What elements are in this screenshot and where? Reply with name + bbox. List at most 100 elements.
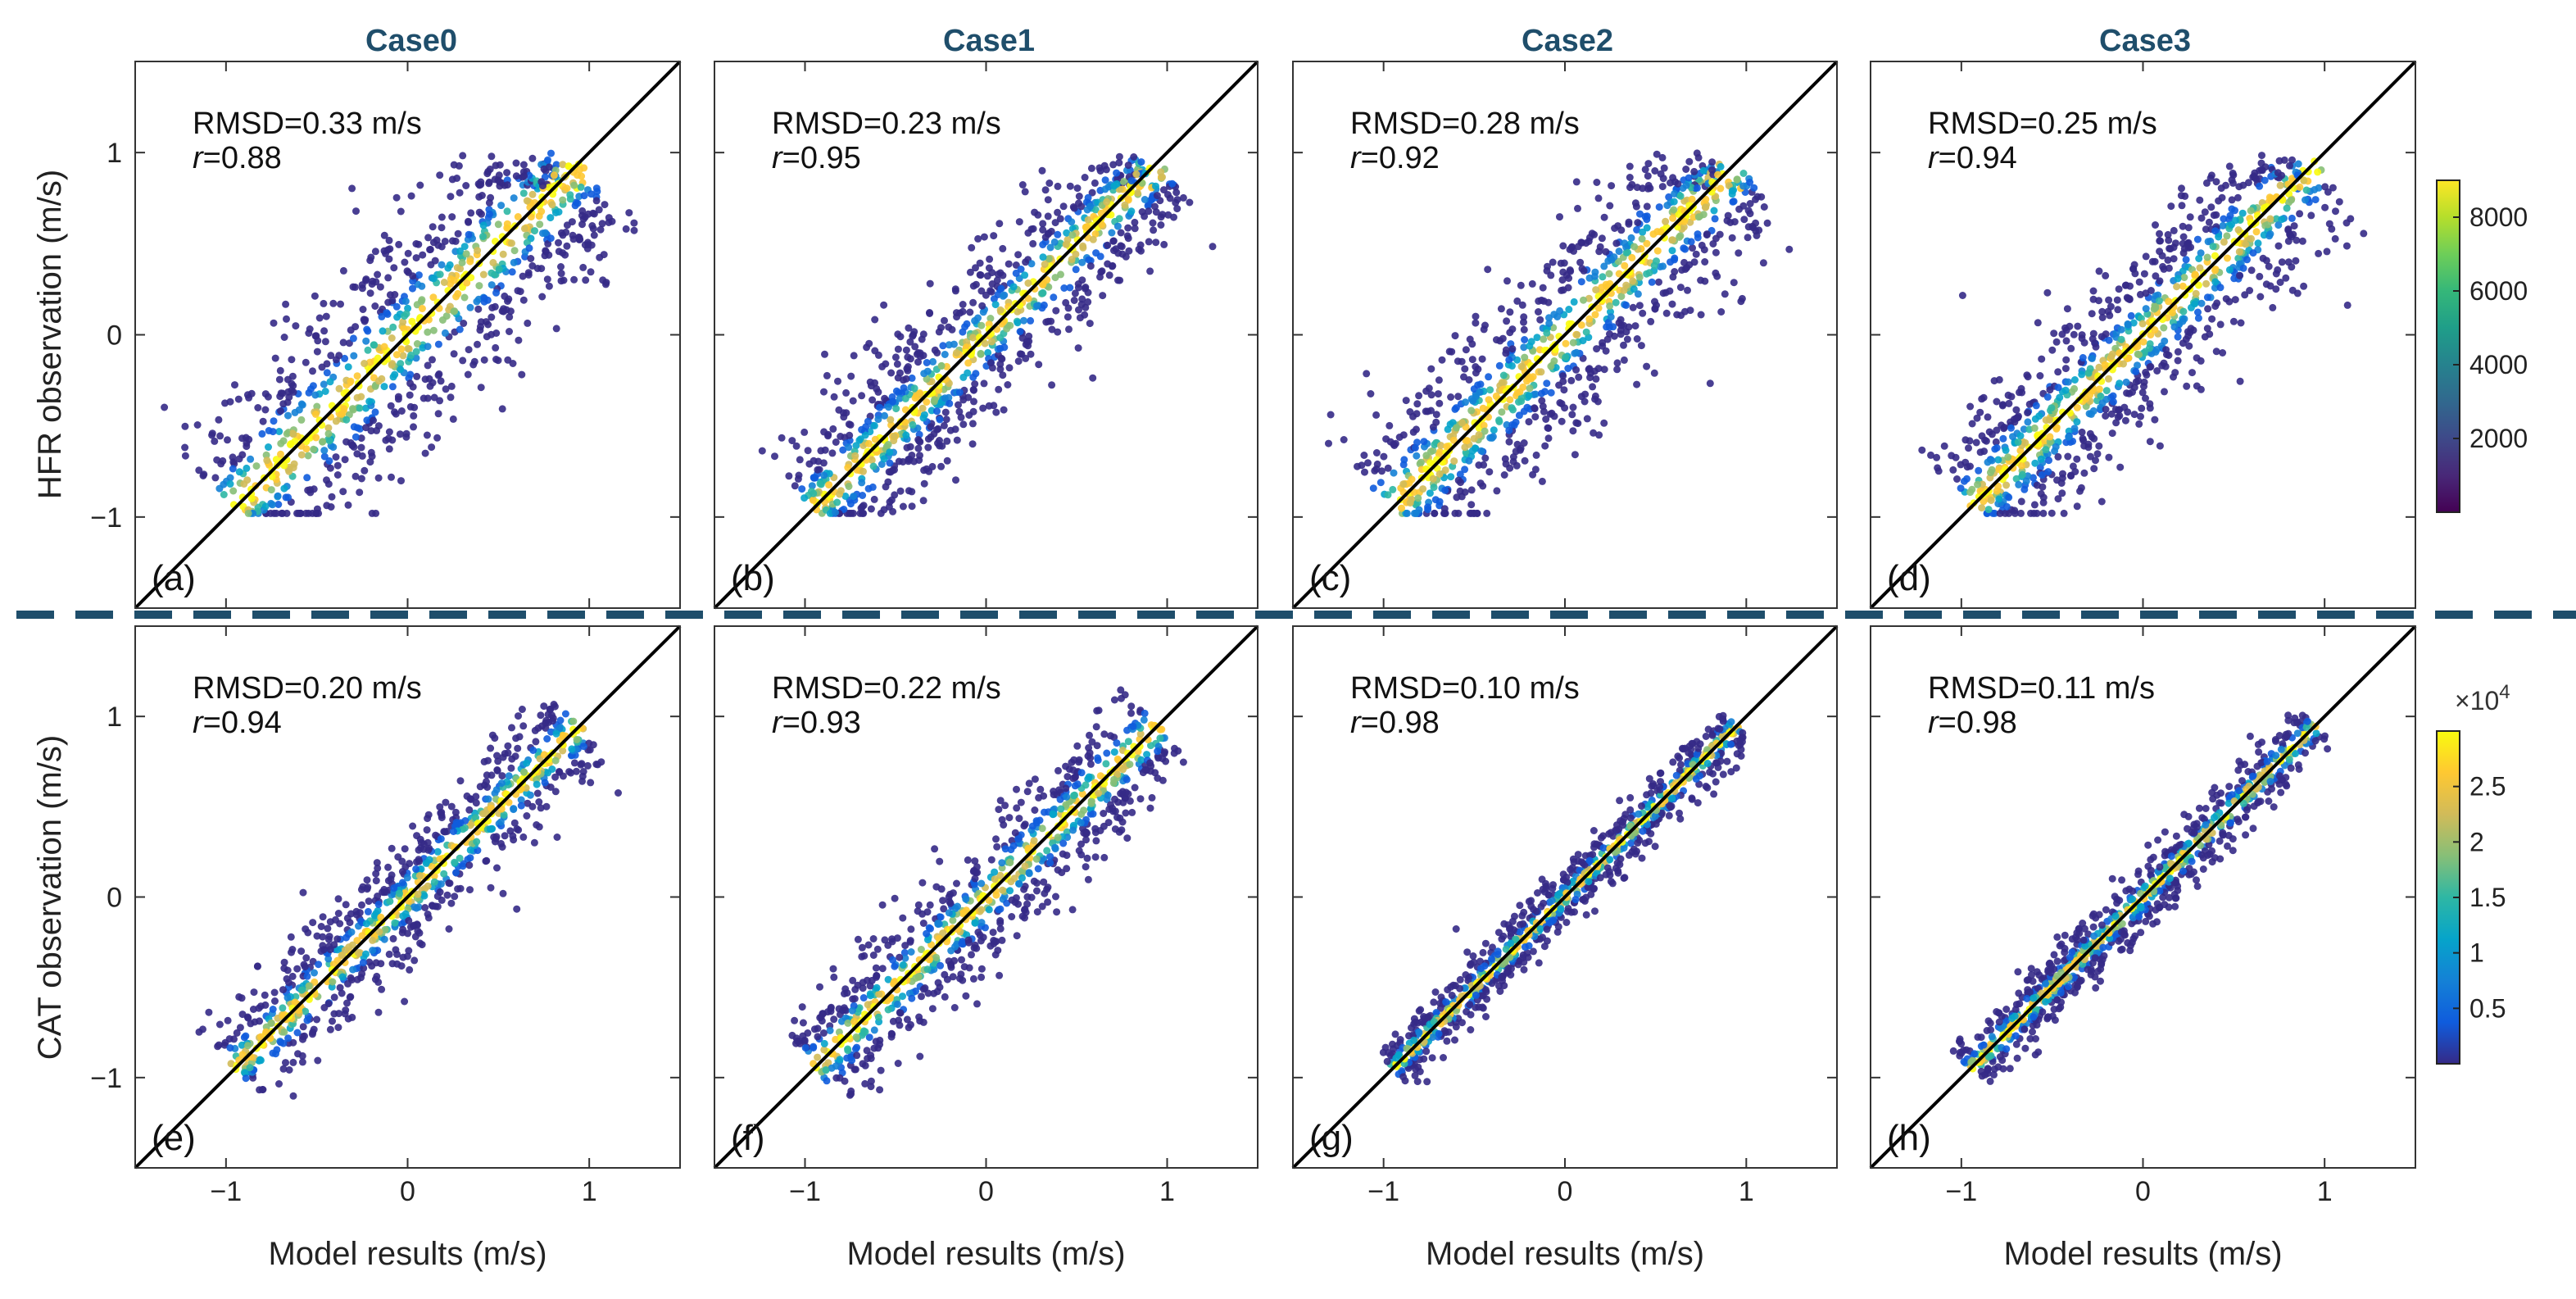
- scatter-point: [1600, 419, 1608, 427]
- scatter-point: [435, 370, 443, 378]
- scatter-point: [842, 409, 850, 417]
- scatter-point: [2343, 301, 2352, 309]
- scatter-point: [900, 376, 907, 384]
- scatter-point: [1103, 198, 1111, 206]
- scatter-point: [236, 1024, 244, 1032]
- scatter-point: [258, 429, 266, 438]
- scatter-point: [339, 488, 347, 496]
- scatter-point: [2136, 290, 2144, 298]
- scatter-point: [500, 305, 508, 313]
- scatter-point: [1730, 218, 1739, 226]
- scatter-point: [488, 313, 496, 321]
- scatter-point: [945, 341, 953, 349]
- scatter-point: [573, 735, 581, 743]
- scatter-point: [2002, 481, 2011, 489]
- scatter-point: [861, 431, 869, 439]
- scatter-point: [362, 424, 370, 432]
- scatter-point: [2088, 354, 2096, 362]
- scatter-point: [1340, 436, 1348, 443]
- scatter-point: [2252, 228, 2261, 236]
- scatter-point: [2196, 196, 2204, 204]
- scatter-point: [933, 425, 941, 434]
- scatter-point: [1104, 260, 1112, 268]
- scatter-point: [2098, 497, 2106, 506]
- scatter-point: [390, 884, 398, 892]
- scatter-point: [1948, 452, 1956, 460]
- scatter-point: [2335, 198, 2343, 206]
- scatter-point: [456, 854, 464, 862]
- scatter-point: [2120, 360, 2127, 368]
- scatter-point: [413, 301, 421, 309]
- scatter-point: [900, 948, 909, 956]
- scatter-point: [2086, 452, 2094, 461]
- scatter-point: [630, 219, 638, 227]
- scatter-point: [995, 220, 1004, 228]
- scatter-point: [1684, 286, 1691, 294]
- scatter-point: [250, 988, 258, 997]
- scatter-point: [946, 426, 955, 434]
- scatter-point: [1145, 207, 1153, 216]
- scatter-point: [2219, 349, 2227, 357]
- scatter-point: [1137, 247, 1145, 255]
- scatter-point: [570, 759, 578, 767]
- scatter-point: [589, 225, 597, 233]
- scatter-point: [1785, 245, 1794, 253]
- scatter-point: [1469, 397, 1477, 405]
- scatter-point: [398, 920, 406, 928]
- scatter-point: [2300, 282, 2308, 290]
- scatter-point: [1547, 362, 1555, 370]
- scatter-point: [388, 871, 396, 879]
- scatter-point: [391, 291, 399, 298]
- scatter-point: [1043, 275, 1051, 284]
- scatter-point: [482, 318, 490, 326]
- scatter-point: [375, 377, 383, 385]
- panel-d: RMSD=0.25 m/sr=0.94(d): [1869, 60, 2417, 610]
- scatter-point: [438, 243, 446, 251]
- scatter-point: [937, 361, 946, 370]
- scatter-point: [2117, 325, 2125, 334]
- scatter-point: [1068, 218, 1076, 226]
- scatter-point: [2038, 471, 2046, 479]
- r-annotation: r=0.88: [193, 141, 282, 175]
- scatter-point: [1409, 412, 1417, 420]
- scatter-point: [2315, 184, 2323, 192]
- scatter-point: [771, 452, 778, 461]
- scatter-point: [2332, 207, 2339, 216]
- scatter-point: [283, 315, 290, 323]
- scatter-point: [277, 439, 285, 447]
- scatter-point: [270, 988, 279, 997]
- scatter-point: [2194, 314, 2202, 322]
- scatter-point: [2015, 480, 2023, 488]
- scatter-point: [1495, 361, 1503, 370]
- scatter-point: [2001, 509, 2009, 517]
- scatter-point: [1655, 278, 1662, 286]
- scatter-point: [2193, 354, 2201, 362]
- scatter-point: [1987, 497, 1995, 504]
- scatter-point: [298, 1058, 306, 1066]
- scatter-point: [1091, 229, 1100, 238]
- scatter-point: [1020, 316, 1027, 325]
- scatter-point: [1519, 383, 1527, 391]
- scatter-point: [2021, 438, 2030, 447]
- scatter-point: [315, 314, 324, 322]
- scatter-point: [181, 422, 189, 430]
- scatter-point: [2129, 319, 2138, 327]
- scatter-point: [1692, 250, 1700, 258]
- scatter-point: [205, 1008, 213, 1016]
- scatter-point: [1544, 424, 1552, 432]
- scatter-point: [320, 452, 329, 461]
- scatter-point: [552, 729, 560, 738]
- scatter-point: [1518, 301, 1526, 309]
- scatter-point: [1075, 306, 1082, 314]
- scatter-point: [2142, 368, 2150, 376]
- scatter-point: [979, 404, 987, 412]
- scatter-point: [288, 356, 296, 364]
- scatter-point: [261, 1001, 270, 1009]
- scatter-point: [1683, 264, 1691, 272]
- scatter-point: [1096, 167, 1104, 175]
- r-annotation: r=0.95: [772, 141, 861, 175]
- scatter-point: [1517, 362, 1526, 370]
- scatter-point: [1063, 229, 1071, 237]
- scatter-point: [1075, 193, 1083, 200]
- scatter-point: [414, 890, 422, 898]
